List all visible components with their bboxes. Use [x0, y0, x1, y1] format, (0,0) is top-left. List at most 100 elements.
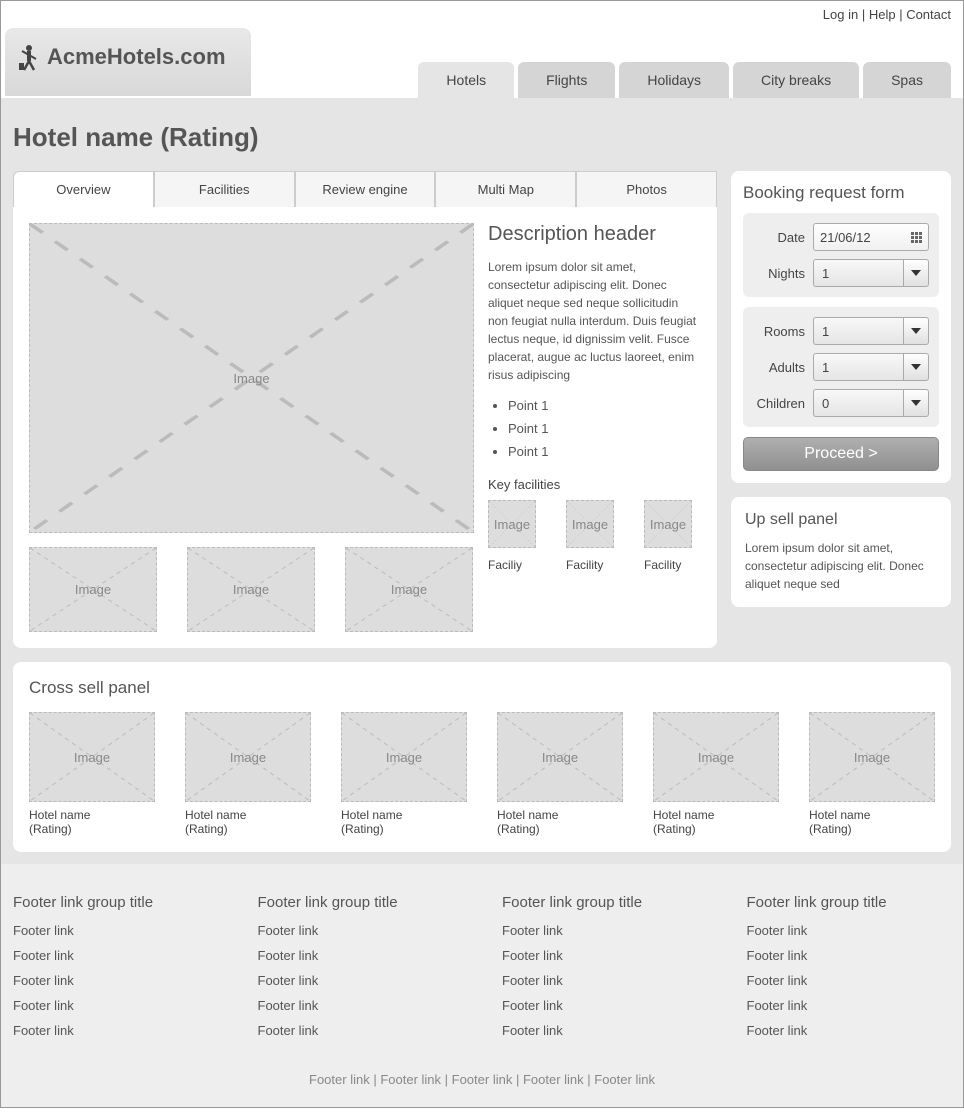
footer-link[interactable]: Footer link [258, 998, 463, 1013]
footer-bottom-links: Footer link | Footer link | Footer link … [13, 1072, 951, 1087]
footer-bottom-link[interactable]: Footer link [380, 1072, 441, 1087]
nav-tab-city-breaks[interactable]: City breaks [733, 62, 859, 98]
footer-link[interactable]: Footer link [258, 1023, 463, 1038]
footer-link[interactable]: Footer link [258, 973, 463, 988]
footer-link[interactable]: Footer link [747, 973, 952, 988]
children-select[interactable]: 0 [813, 389, 929, 417]
footer-link[interactable]: Footer link [13, 998, 218, 1013]
footer-link[interactable]: Footer link [13, 973, 218, 988]
cross-sell-panel: Cross sell panel ImageHotel name(Rating)… [13, 662, 951, 852]
footer-link[interactable]: Footer link [13, 923, 218, 938]
chevron-down-icon[interactable] [903, 259, 929, 287]
footer-bottom-link[interactable]: Footer link [594, 1072, 655, 1087]
cross-sell-image: Image [809, 712, 935, 802]
adults-select[interactable]: 1 [813, 353, 929, 381]
footer-link[interactable]: Footer link [747, 948, 952, 963]
footer-link[interactable]: Footer link [502, 998, 707, 1013]
detail-tab-facilities[interactable]: Facilities [154, 171, 295, 207]
adults-label: Adults [753, 360, 813, 375]
cross-sell-rating: (Rating) [185, 822, 311, 836]
footer-bottom-link[interactable]: Footer link [523, 1072, 584, 1087]
footer-link[interactable]: Footer link [502, 973, 707, 988]
site-logo[interactable]: AcmeHotels.com [5, 28, 251, 96]
facility-icon: Image [644, 500, 692, 548]
facility-icon: Image [488, 500, 536, 548]
footer-column: Footer link group titleFooter linkFooter… [258, 894, 463, 1048]
top-links: Log in | Help | Contact [1, 1, 963, 28]
cross-sell-item[interactable]: ImageHotel name(Rating) [29, 712, 155, 836]
description-points: Point 1 Point 1 Point 1 [488, 398, 701, 459]
footer-column-title: Footer link group title [13, 894, 218, 911]
detail-tab-photos[interactable]: Photos [576, 171, 717, 207]
nav-tab-holidays[interactable]: Holidays [619, 62, 729, 98]
footer-link[interactable]: Footer link [13, 1023, 218, 1038]
footer-bottom-link[interactable]: Footer link [452, 1072, 513, 1087]
help-link[interactable]: Help [869, 7, 896, 22]
thumbnail-2[interactable]: Image [187, 547, 315, 632]
rooms-select[interactable]: 1 [813, 317, 929, 345]
cross-sell-name: Hotel name [341, 808, 467, 822]
description-point: Point 1 [508, 444, 701, 459]
footer-bottom-link[interactable]: Footer link [309, 1072, 370, 1087]
thumbnail-1[interactable]: Image [29, 547, 157, 632]
cross-sell-item[interactable]: Image Hotel name(Rating) [497, 712, 623, 836]
facility-label: Facility [566, 558, 614, 572]
nights-select[interactable]: 1 [813, 259, 929, 287]
cross-sell-name: Hotel name [809, 808, 935, 822]
footer-link[interactable]: Footer link [13, 948, 218, 963]
detail-tab-review-engine[interactable]: Review engine [295, 171, 436, 207]
facility-item: ImageFacility [566, 500, 614, 572]
calendar-icon[interactable] [911, 232, 922, 243]
facilities-title: Key facilities [488, 477, 701, 492]
upsell-panel: Up sell panel Lorem ipsum dolor sit amet… [731, 497, 951, 607]
footer-link[interactable]: Footer link [502, 948, 707, 963]
footer-column-title: Footer link group title [747, 894, 952, 911]
detail-tab-multi-map[interactable]: Multi Map [435, 171, 576, 207]
description-point: Point 1 [508, 421, 701, 436]
footer-link[interactable]: Footer link [747, 998, 952, 1013]
nav-tab-spas[interactable]: Spas [863, 62, 951, 98]
cross-sell-rating: (Rating) [497, 822, 623, 836]
footer: Footer link group titleFooter linkFooter… [1, 864, 963, 1107]
facility-label: Faciliy [488, 558, 536, 572]
facility-item: Image Faciliy [488, 500, 536, 572]
date-input[interactable]: 21/06/12 [813, 223, 929, 251]
cross-sell-name: Hotel name [497, 808, 623, 822]
description-point: Point 1 [508, 398, 701, 413]
nights-label: Nights [753, 266, 813, 281]
cross-sell-image: Image [497, 712, 623, 802]
facility-item: ImageFacility [644, 500, 692, 572]
cross-sell-name: Hotel name [185, 808, 311, 822]
thumbnail-3[interactable]: Image [345, 547, 473, 632]
contact-link[interactable]: Contact [906, 7, 951, 22]
upsell-text: Lorem ipsum dolor sit amet, consectetur … [745, 539, 937, 593]
cross-sell-item[interactable]: ImageHotel name(Rating) [809, 712, 935, 836]
description-header: Description header [488, 223, 701, 246]
hotel-detail-panel: Image Image Image Image Description header… [13, 207, 717, 648]
footer-link[interactable]: Footer link [747, 923, 952, 938]
cross-sell-item[interactable]: ImageHotel name(Rating) [341, 712, 467, 836]
chevron-down-icon[interactable] [903, 353, 929, 381]
cross-sell-item[interactable]: ImageHotel name(Rating) [653, 712, 779, 836]
footer-link[interactable]: Footer link [258, 923, 463, 938]
login-link[interactable]: Log in [823, 7, 858, 22]
detail-tabs: OverviewFacilitiesReview engineMulti Map… [13, 171, 717, 207]
proceed-button[interactable]: Proceed > [743, 437, 939, 471]
booking-title: Booking request form [743, 183, 939, 203]
nav-tab-flights[interactable]: Flights [518, 62, 615, 98]
chevron-down-icon[interactable] [903, 389, 929, 417]
detail-tab-overview[interactable]: Overview [13, 171, 154, 207]
cross-sell-image: Image [341, 712, 467, 802]
footer-link[interactable]: Footer link [747, 1023, 952, 1038]
nav-tab-hotels[interactable]: Hotels [418, 62, 514, 98]
cross-sell-image: Image [653, 712, 779, 802]
hero-image-placeholder: Image [29, 223, 474, 533]
footer-link[interactable]: Footer link [502, 923, 707, 938]
date-label: Date [753, 230, 813, 245]
cross-sell-image: Image [29, 712, 155, 802]
footer-link[interactable]: Footer link [502, 1023, 707, 1038]
chevron-down-icon[interactable] [903, 317, 929, 345]
traveler-icon [17, 43, 41, 71]
cross-sell-item[interactable]: ImageHotel name(Rating) [185, 712, 311, 836]
footer-link[interactable]: Footer link [258, 948, 463, 963]
